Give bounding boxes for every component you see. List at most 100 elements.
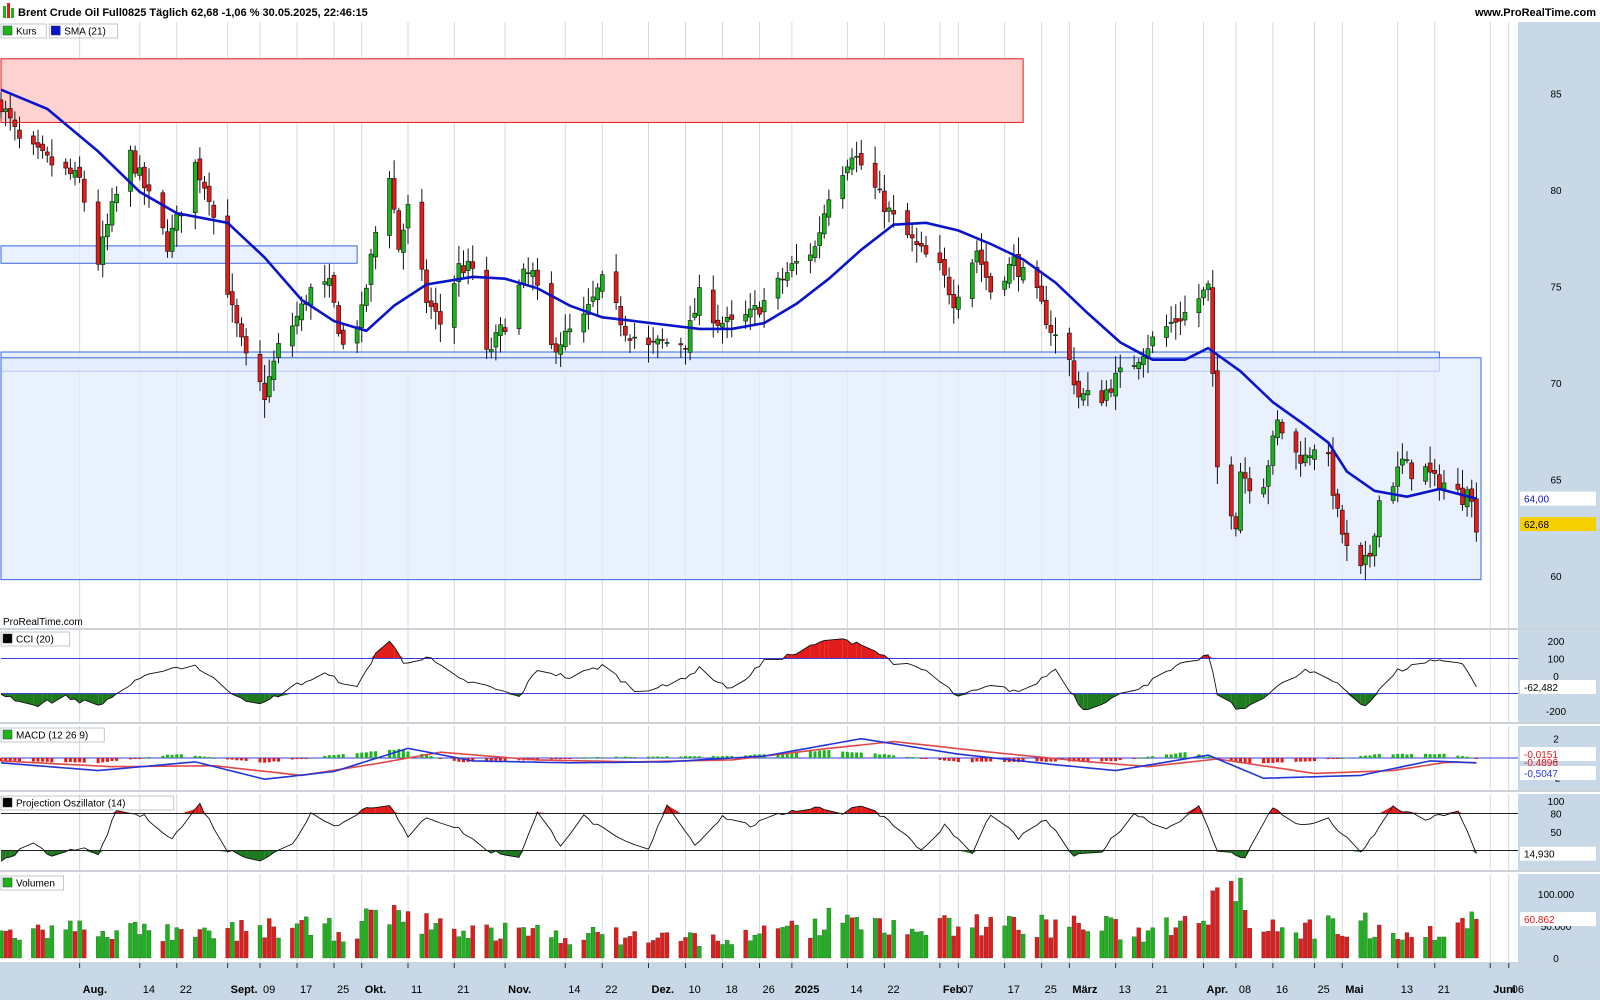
overbought-fill [819, 640, 825, 659]
volume-bar [595, 932, 600, 959]
macd-histogram-bar [956, 758, 960, 763]
volume-bar [1034, 937, 1040, 959]
volume-bar [225, 928, 230, 959]
candle [1104, 380, 1109, 407]
candle-body [229, 291, 235, 306]
macd-histogram-bar [1326, 758, 1330, 760]
volume-bar [567, 944, 573, 959]
candle-body [1455, 483, 1461, 490]
candle-body [1330, 450, 1336, 496]
candle [1108, 379, 1114, 398]
volume-bar [988, 917, 993, 959]
volume-bar [405, 911, 411, 959]
volume-bar [271, 926, 277, 959]
macd-histogram-bar [452, 758, 456, 761]
candle [49, 139, 55, 177]
candle-body [775, 277, 781, 299]
volume-bar [956, 926, 961, 959]
legend-item: SMA (21) [48, 23, 118, 39]
volume-bar [1279, 927, 1285, 959]
candle-body [1076, 380, 1081, 398]
volume-bar [165, 924, 170, 959]
volume-bar [489, 927, 494, 959]
oscillator-line [0, 638, 1477, 710]
candle-body [1400, 458, 1405, 466]
candle-body [761, 300, 767, 313]
x-tick-label: 11 [411, 984, 422, 996]
candle [655, 335, 661, 359]
panel-2: 200 100 0 -200 -62,482 CCI (20) [0, 630, 1600, 724]
candle [1210, 270, 1216, 387]
candle [493, 324, 499, 361]
macd-line [0, 737, 1477, 781]
legend-label: Kurs [16, 27, 37, 38]
candle [100, 220, 106, 278]
x-tick-label: Sept. [231, 984, 258, 996]
candle-body [12, 119, 18, 127]
candle-body [710, 289, 716, 324]
macd-histogram-bar [1229, 758, 1233, 761]
price-tag [1520, 912, 1596, 927]
x-tick-label: 25 [337, 984, 349, 996]
overbought-fill [375, 641, 390, 659]
volume-bar [983, 926, 989, 959]
candle [849, 148, 855, 176]
x-tick-label: 22 [180, 984, 192, 996]
candle [914, 227, 920, 263]
volume-bar [470, 925, 475, 959]
macd-histogram-bar [915, 757, 919, 759]
volume-bar [257, 925, 263, 959]
y-tick-label: 70 [1550, 379, 1562, 390]
macd-histogram-bar [272, 758, 276, 762]
candle [12, 111, 18, 141]
candle-body [1404, 459, 1410, 462]
macd-histogram-bar [374, 751, 378, 758]
volume-bar [8, 929, 13, 959]
macd-histogram-bar [110, 758, 114, 761]
volume-bar [1358, 920, 1363, 959]
macd-histogram-bar [1035, 758, 1039, 762]
macd-histogram-bar [1234, 758, 1238, 762]
candle [401, 223, 406, 270]
candle-body [419, 201, 425, 270]
volume-bar [1053, 919, 1058, 959]
volume-bar [146, 930, 152, 959]
candle [581, 296, 587, 343]
volume-bar [535, 924, 540, 959]
macd-histogram-bar [1396, 753, 1400, 758]
macd-histogram-bar [1461, 756, 1464, 758]
macd-histogram-bar [855, 752, 859, 758]
candle [919, 231, 924, 253]
candle [266, 359, 272, 403]
candle-body [724, 316, 730, 323]
candle-body [1020, 267, 1026, 281]
macd-histogram-bar [1137, 757, 1141, 759]
volume-bar [942, 915, 947, 959]
volume-bar [1215, 887, 1220, 959]
legend-item: CCI (20) [0, 631, 70, 647]
candle-body [549, 283, 554, 345]
header: Brent Crude Oil Full0825 Täglich 62,68 -… [3, 3, 1596, 19]
volume-bar [1441, 936, 1447, 959]
candle [146, 168, 152, 208]
candle-body [886, 207, 892, 212]
candle-body [1261, 487, 1266, 495]
oversold-fill [14, 693, 20, 702]
oversold-fill [241, 693, 247, 702]
volume-bar [336, 932, 341, 959]
macd-histogram-bar [1104, 758, 1108, 761]
candle-body [262, 382, 267, 400]
candle-body [1293, 431, 1299, 453]
candle-body [530, 270, 536, 277]
macd-histogram-bar [536, 758, 539, 760]
candle-body [174, 213, 180, 231]
volume-bar [109, 939, 115, 959]
x-tick-label: 10 [689, 984, 701, 996]
candle-body [105, 223, 110, 238]
x-tick-label: 21 [457, 984, 469, 996]
macd-histogram-bar [226, 758, 230, 760]
macd-histogram-bar [1373, 754, 1377, 758]
site-link[interactable]: www.ProRealTime.com [1474, 7, 1596, 19]
candle [461, 250, 466, 278]
volume-bar [1404, 932, 1410, 959]
